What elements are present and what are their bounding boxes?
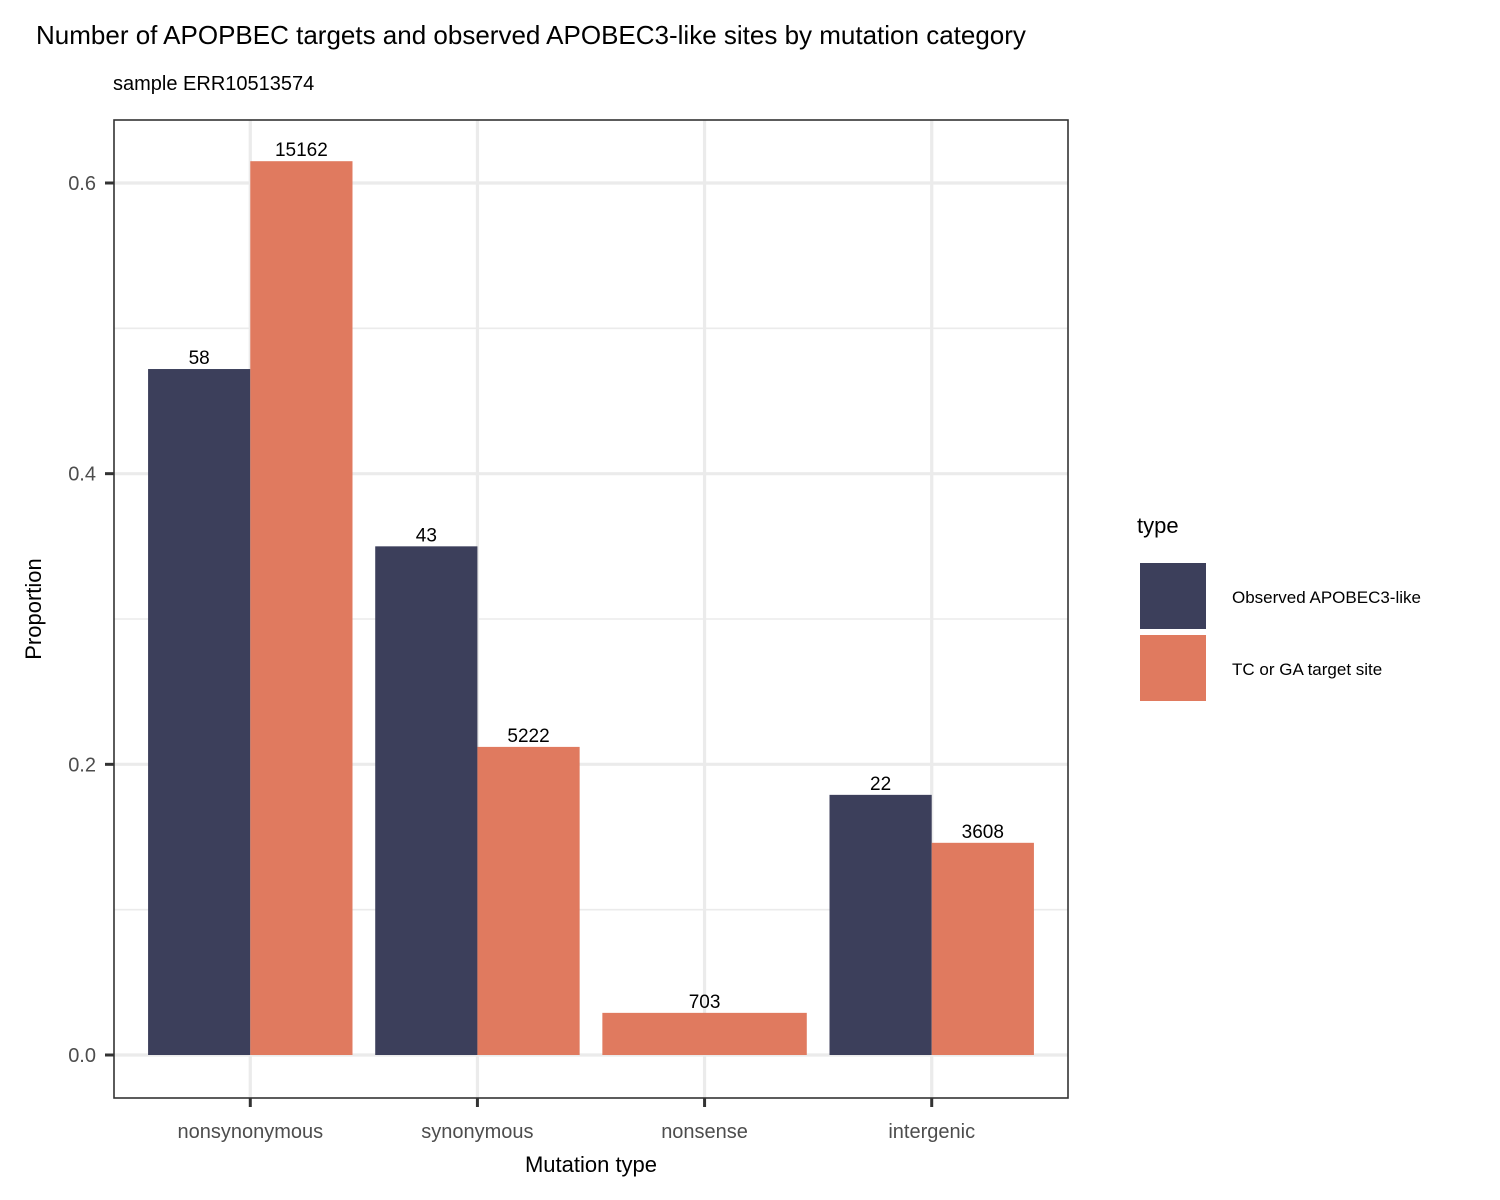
bar-intergenic-observed — [829, 794, 932, 1055]
x-tick-label: synonymous — [421, 1121, 533, 1143]
legend: type Observed APOBEC3-like TC or GA targe… — [1137, 513, 1421, 701]
y-tick-label: 0.6 — [68, 173, 96, 195]
x-axis-title: Mutation type — [525, 1152, 657, 1177]
legend-key-observed — [1140, 563, 1206, 629]
bar-data-label: 703 — [689, 992, 721, 1013]
y-axis-title: Proportion — [21, 558, 46, 660]
legend-title: type — [1137, 513, 1179, 538]
chart-title: Number of APOPBEC targets and observed A… — [36, 20, 1026, 50]
bar-data-label: 3608 — [962, 822, 1004, 843]
bar-nonsynonymous-observed — [148, 369, 251, 1055]
bar-data-label: 15162 — [275, 140, 328, 161]
legend-key-target — [1140, 635, 1206, 701]
bar-nonsense-target — [602, 1012, 807, 1055]
bar-data-label: 5222 — [507, 726, 549, 747]
bar-synonymous-target — [477, 746, 580, 1055]
bar-data-label: 22 — [870, 774, 891, 795]
legend-label: TC or GA target site — [1232, 660, 1382, 679]
axes: 0.0 0.2 0.4 0.6 nonsynonymous synonymous nonse… — [68, 173, 975, 1143]
chart-subtitle: sample ERR10513574 — [113, 73, 314, 95]
x-tick-label: nonsense — [661, 1121, 748, 1143]
bar-synonymous-observed — [375, 546, 478, 1055]
plot-panel-border — [113, 119, 1069, 1099]
bar-intergenic-target — [931, 842, 1034, 1055]
legend-label: Observed APOBEC3-like — [1232, 588, 1421, 607]
bar-nonsynonymous-target — [250, 161, 353, 1055]
y-tick-label: 0.4 — [68, 464, 96, 486]
bar-data-label: 58 — [189, 348, 210, 369]
y-tick-label: 0.0 — [68, 1045, 96, 1067]
bars: 58 15162 43 5222 703 22 3608 — [148, 140, 1034, 1055]
bar-data-label: 43 — [416, 525, 437, 546]
x-tick-label: intergenic — [888, 1121, 975, 1143]
y-tick-label: 0.2 — [68, 754, 96, 776]
x-tick-label: nonsynonymous — [177, 1121, 323, 1143]
